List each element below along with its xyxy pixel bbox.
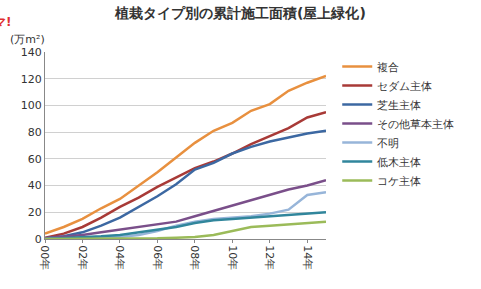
svg-text:60: 60: [28, 153, 42, 166]
svg-text:14年: 14年: [301, 245, 314, 270]
svg-text:04年: 04年: [113, 245, 126, 270]
svg-text:20: 20: [28, 206, 42, 219]
svg-text:120: 120: [21, 73, 42, 86]
svg-text:低木主体: 低木主体: [377, 156, 421, 169]
svg-text:10年: 10年: [226, 245, 239, 270]
svg-text:(万m²): (万m²): [10, 33, 45, 46]
svg-text:06年: 06年: [151, 245, 164, 270]
svg-text:不明: 不明: [377, 137, 399, 150]
svg-text:植栽タイプ別の累計施工面積(屋上緑化): 植栽タイプ別の累計施工面積(屋上緑化): [114, 5, 366, 21]
svg-text:12年: 12年: [263, 245, 276, 270]
svg-text:140: 140: [21, 46, 42, 59]
svg-text:マ!: マ!: [0, 15, 11, 29]
svg-text:その他草本主体: その他草本主体: [377, 118, 454, 131]
svg-text:セダム主体: セダム主体: [377, 80, 432, 93]
svg-text:複合: 複合: [377, 61, 399, 74]
svg-text:80: 80: [28, 126, 42, 139]
svg-text:00年: 00年: [38, 245, 51, 270]
svg-text:40: 40: [28, 179, 42, 192]
svg-text:08年: 08年: [188, 245, 201, 270]
svg-text:芝生主体: 芝生主体: [377, 99, 421, 112]
svg-text:0: 0: [35, 233, 42, 246]
svg-text:コケ主体: コケ主体: [377, 175, 421, 188]
svg-text:100: 100: [21, 99, 42, 112]
svg-text:02年: 02年: [76, 245, 89, 270]
